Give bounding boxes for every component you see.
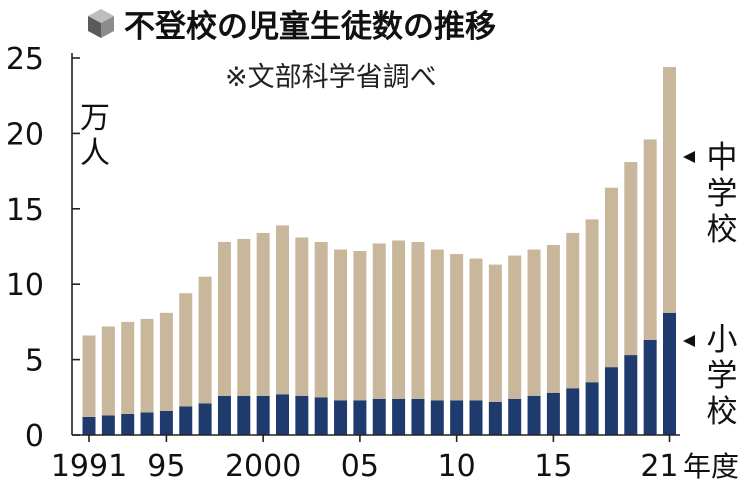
- bar-junior-high: [663, 67, 676, 313]
- bar-elementary: [140, 412, 154, 435]
- bars: [82, 67, 676, 435]
- bar-junior-high: [353, 251, 367, 401]
- bar-elementary: [585, 382, 599, 435]
- bar-elementary: [314, 397, 328, 435]
- bar-elementary: [663, 312, 676, 435]
- bar-elementary: [469, 400, 483, 435]
- x-axis: 1991 95 2000 05 10 15 21 年度: [51, 434, 739, 484]
- x-axis-unit-label: 年度: [683, 450, 739, 483]
- bar-elementary: [217, 395, 231, 435]
- bar-junior-high: [624, 162, 638, 356]
- bar-junior-high: [469, 258, 483, 401]
- bar-elementary: [450, 400, 464, 435]
- bar-junior-high: [121, 321, 135, 414]
- bar-junior-high: [643, 139, 657, 340]
- bar-elementary: [392, 398, 406, 435]
- bar-elementary: [198, 403, 212, 435]
- bar-junior-high: [450, 254, 464, 401]
- bar-junior-high: [140, 318, 154, 413]
- y-tick-label: 5: [25, 344, 44, 379]
- chart-title: 不登校の児童生徒数の推移: [124, 9, 496, 45]
- x-tick-label: 95: [147, 449, 185, 484]
- x-tick-label: 1991: [51, 449, 127, 484]
- bar-junior-high: [314, 241, 328, 398]
- y-axis: 0 5 10 15 20 25: [6, 42, 80, 454]
- bar-junior-high: [585, 219, 599, 383]
- bar-elementary: [237, 395, 251, 435]
- bar-elementary: [353, 400, 367, 435]
- bar-elementary: [82, 416, 96, 435]
- x-tick-label: 10: [438, 449, 476, 484]
- bar-junior-high: [101, 326, 115, 416]
- bar-elementary: [488, 401, 502, 435]
- svg-text:小学校: 小学校: [707, 322, 738, 430]
- bar-elementary: [604, 367, 618, 435]
- bar-elementary: [372, 398, 386, 435]
- legend-junior-high: 中学校: [683, 140, 738, 248]
- bar-elementary: [276, 394, 289, 435]
- x-tick-label: 15: [534, 449, 572, 484]
- x-tick-label: 2000: [225, 449, 301, 484]
- bar-junior-high: [334, 249, 348, 401]
- bar-elementary: [334, 400, 348, 435]
- bar-elementary: [295, 395, 309, 435]
- bar-elementary: [430, 400, 444, 435]
- x-tick-label: 05: [341, 449, 379, 484]
- y-axis-unit-label: 万人: [80, 101, 110, 171]
- legend-elementary: 小学校: [683, 322, 738, 430]
- chart-subtitle: ※文部科学省調べ: [225, 62, 437, 93]
- bar-junior-high: [566, 232, 580, 389]
- bar-junior-high: [237, 238, 251, 396]
- y-tick-label: 20: [6, 117, 44, 152]
- bar-elementary: [179, 406, 193, 435]
- y-tick-label: 10: [6, 268, 44, 303]
- bar-junior-high: [392, 240, 406, 399]
- bar-elementary: [256, 395, 270, 435]
- bar-junior-high: [276, 225, 289, 395]
- bar-junior-high: [488, 264, 502, 402]
- bar-elementary: [566, 388, 580, 435]
- bar-elementary: [508, 398, 522, 435]
- y-tick-label: 25: [6, 42, 44, 77]
- bar-junior-high: [256, 232, 270, 396]
- bar-junior-high: [179, 293, 193, 407]
- bar-junior-high: [295, 237, 309, 396]
- cube-icon: [88, 9, 114, 38]
- y-tick-label: 15: [6, 193, 44, 228]
- bar-junior-high: [82, 335, 96, 417]
- bar-elementary: [527, 395, 541, 435]
- bar-junior-high: [508, 255, 522, 399]
- bar-elementary: [624, 355, 638, 435]
- bar-elementary: [643, 339, 657, 435]
- bar-junior-high: [217, 241, 231, 396]
- bar-elementary: [411, 398, 425, 435]
- bar-junior-high: [411, 241, 425, 399]
- legend-pointer-icon: [683, 335, 695, 347]
- bar-elementary: [546, 392, 560, 435]
- x-tick-label: 21: [640, 449, 678, 484]
- bar-junior-high: [198, 276, 212, 404]
- bar-junior-high: [372, 243, 386, 399]
- bar-elementary: [121, 413, 135, 435]
- svg-text:中学校: 中学校: [707, 140, 738, 248]
- bar-junior-high: [159, 312, 173, 411]
- y-tick-label: 0: [25, 419, 44, 454]
- bar-junior-high: [546, 244, 560, 393]
- bar-junior-high: [430, 249, 444, 401]
- bar-junior-high: [604, 187, 618, 368]
- bar-junior-high: [527, 249, 541, 396]
- legend-pointer-icon: [683, 151, 695, 163]
- bar-elementary: [159, 410, 173, 435]
- bar-elementary: [101, 415, 115, 435]
